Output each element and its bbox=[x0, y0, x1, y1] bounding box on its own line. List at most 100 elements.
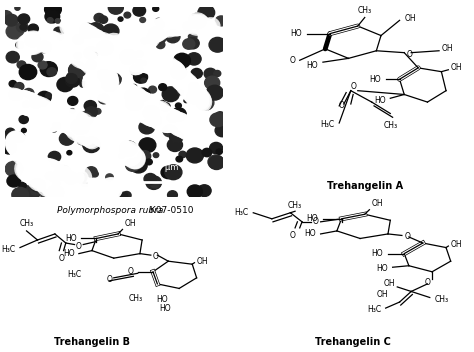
Circle shape bbox=[82, 28, 93, 38]
Circle shape bbox=[82, 182, 87, 186]
Circle shape bbox=[47, 18, 53, 23]
Circle shape bbox=[191, 68, 202, 78]
Circle shape bbox=[214, 70, 221, 76]
Text: HO: HO bbox=[376, 264, 388, 273]
Circle shape bbox=[68, 96, 78, 105]
Circle shape bbox=[141, 61, 146, 65]
Text: Trehangelin A: Trehangelin A bbox=[327, 181, 403, 191]
Circle shape bbox=[136, 60, 143, 65]
Circle shape bbox=[55, 165, 71, 180]
Circle shape bbox=[171, 65, 186, 79]
Circle shape bbox=[99, 94, 109, 104]
Circle shape bbox=[151, 112, 158, 118]
Circle shape bbox=[52, 172, 61, 180]
Circle shape bbox=[45, 2, 61, 17]
Text: HO: HO bbox=[156, 295, 168, 303]
Circle shape bbox=[38, 41, 51, 53]
Text: OH: OH bbox=[451, 240, 462, 249]
Circle shape bbox=[131, 84, 137, 89]
Circle shape bbox=[186, 38, 199, 49]
Circle shape bbox=[74, 53, 81, 59]
Circle shape bbox=[120, 50, 137, 64]
Circle shape bbox=[51, 161, 59, 167]
Circle shape bbox=[32, 52, 43, 62]
Circle shape bbox=[45, 10, 60, 23]
Circle shape bbox=[76, 173, 87, 183]
Circle shape bbox=[46, 93, 51, 98]
Circle shape bbox=[215, 124, 229, 137]
Circle shape bbox=[6, 128, 15, 136]
Circle shape bbox=[153, 6, 159, 11]
Circle shape bbox=[6, 24, 23, 39]
Circle shape bbox=[98, 70, 109, 80]
Circle shape bbox=[209, 37, 226, 52]
Circle shape bbox=[86, 61, 96, 69]
Circle shape bbox=[118, 17, 123, 21]
Text: OH: OH bbox=[197, 257, 208, 266]
Circle shape bbox=[156, 41, 165, 49]
Circle shape bbox=[126, 159, 140, 171]
Circle shape bbox=[151, 181, 159, 188]
Text: O: O bbox=[290, 231, 296, 240]
Circle shape bbox=[139, 120, 155, 134]
Text: Trehangelin C: Trehangelin C bbox=[315, 338, 391, 347]
Circle shape bbox=[134, 71, 147, 83]
Circle shape bbox=[197, 95, 214, 110]
Circle shape bbox=[31, 179, 45, 192]
Circle shape bbox=[48, 186, 64, 199]
Text: O: O bbox=[338, 101, 345, 111]
Circle shape bbox=[25, 34, 40, 46]
Text: OH: OH bbox=[372, 199, 383, 208]
Circle shape bbox=[57, 77, 73, 92]
Text: O: O bbox=[76, 241, 82, 251]
Circle shape bbox=[122, 191, 131, 199]
Circle shape bbox=[77, 112, 92, 125]
Circle shape bbox=[140, 18, 146, 23]
Circle shape bbox=[124, 12, 131, 18]
Text: CH₃: CH₃ bbox=[19, 219, 34, 228]
Circle shape bbox=[138, 151, 151, 162]
Circle shape bbox=[37, 92, 51, 103]
Circle shape bbox=[15, 6, 20, 10]
Circle shape bbox=[130, 65, 143, 76]
Circle shape bbox=[101, 71, 117, 85]
Circle shape bbox=[141, 38, 147, 43]
Circle shape bbox=[153, 153, 159, 158]
Circle shape bbox=[196, 150, 203, 157]
Circle shape bbox=[198, 185, 211, 196]
Text: O: O bbox=[153, 252, 159, 261]
Circle shape bbox=[155, 18, 162, 24]
Circle shape bbox=[48, 151, 61, 162]
Circle shape bbox=[133, 5, 146, 16]
Text: O: O bbox=[407, 50, 412, 59]
Circle shape bbox=[151, 116, 161, 125]
Text: OH: OH bbox=[376, 290, 388, 299]
Circle shape bbox=[12, 188, 29, 202]
Circle shape bbox=[163, 125, 176, 137]
Circle shape bbox=[55, 19, 60, 23]
Circle shape bbox=[189, 33, 197, 40]
Circle shape bbox=[59, 132, 74, 145]
Text: H₃C: H₃C bbox=[67, 270, 81, 279]
Circle shape bbox=[84, 47, 98, 59]
Circle shape bbox=[17, 61, 26, 69]
Circle shape bbox=[85, 167, 97, 177]
Circle shape bbox=[21, 128, 26, 133]
Circle shape bbox=[144, 174, 156, 184]
Circle shape bbox=[17, 22, 28, 32]
Text: HO: HO bbox=[369, 75, 381, 84]
Circle shape bbox=[144, 106, 159, 120]
Circle shape bbox=[15, 83, 23, 90]
Circle shape bbox=[168, 191, 177, 199]
Text: Polymorphospora rubra: Polymorphospora rubra bbox=[57, 206, 163, 215]
Text: K07-0510: K07-0510 bbox=[147, 206, 193, 215]
Circle shape bbox=[149, 27, 164, 40]
Circle shape bbox=[66, 71, 82, 85]
Circle shape bbox=[91, 171, 98, 177]
Circle shape bbox=[9, 88, 23, 100]
Circle shape bbox=[178, 90, 183, 95]
Circle shape bbox=[40, 62, 57, 76]
Circle shape bbox=[15, 83, 24, 90]
Circle shape bbox=[31, 188, 39, 195]
Text: H₃C: H₃C bbox=[320, 120, 335, 130]
